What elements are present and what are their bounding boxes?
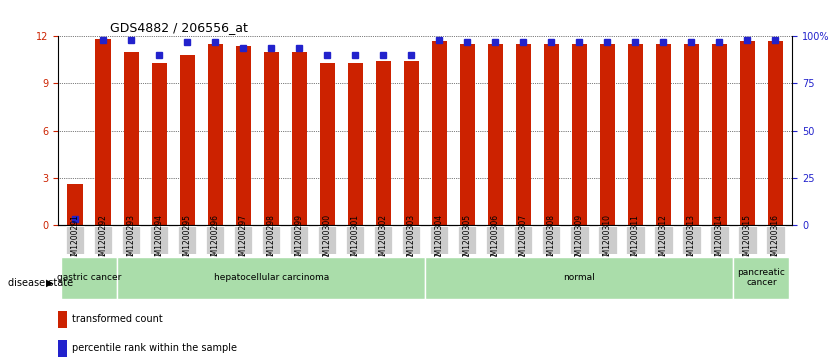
FancyBboxPatch shape [118, 257, 425, 299]
Bar [740, 41, 755, 225]
FancyBboxPatch shape [570, 226, 589, 254]
Bar [571, 44, 587, 225]
FancyBboxPatch shape [711, 226, 729, 254]
Bar [404, 61, 419, 225]
FancyBboxPatch shape [542, 226, 560, 254]
Bar [96, 40, 111, 225]
Text: hepatocellular carcinoma: hepatocellular carcinoma [214, 273, 329, 282]
Text: GSM1200301: GSM1200301 [351, 214, 359, 265]
FancyBboxPatch shape [290, 226, 309, 254]
Text: GSM1200313: GSM1200313 [687, 214, 696, 265]
Bar [292, 52, 307, 225]
FancyBboxPatch shape [626, 226, 645, 254]
Text: ▶: ▶ [46, 278, 53, 288]
Text: GSM1200306: GSM1200306 [491, 214, 500, 265]
Text: GSM1200295: GSM1200295 [183, 214, 192, 265]
FancyBboxPatch shape [738, 226, 756, 254]
Text: GSM1200315: GSM1200315 [743, 214, 752, 265]
Bar [123, 52, 139, 225]
FancyBboxPatch shape [766, 226, 785, 254]
FancyBboxPatch shape [486, 226, 505, 254]
Bar [58, 340, 68, 357]
Text: GSM1200294: GSM1200294 [155, 214, 163, 265]
FancyBboxPatch shape [61, 257, 118, 299]
FancyBboxPatch shape [94, 226, 113, 254]
Bar [460, 44, 475, 225]
Bar [208, 44, 223, 225]
FancyBboxPatch shape [402, 226, 420, 254]
Text: normal: normal [564, 273, 595, 282]
Text: GSM1200312: GSM1200312 [659, 214, 668, 265]
FancyBboxPatch shape [733, 257, 790, 299]
Bar [179, 55, 195, 225]
Text: GSM1200304: GSM1200304 [435, 214, 444, 265]
Bar [628, 44, 643, 225]
Text: GSM1200299: GSM1200299 [294, 214, 304, 265]
Text: GSM1200296: GSM1200296 [211, 214, 219, 265]
Text: percentile rank within the sample: percentile rank within the sample [72, 343, 237, 354]
Bar [264, 52, 279, 225]
FancyBboxPatch shape [122, 226, 140, 254]
Text: GSM1200307: GSM1200307 [519, 214, 528, 265]
FancyBboxPatch shape [66, 226, 84, 254]
FancyBboxPatch shape [425, 257, 733, 299]
FancyBboxPatch shape [598, 226, 616, 254]
Text: gastric cancer: gastric cancer [57, 273, 122, 282]
Text: GSM1200310: GSM1200310 [603, 214, 612, 265]
Bar [235, 46, 251, 225]
Bar [544, 44, 559, 225]
Text: GSM1200305: GSM1200305 [463, 214, 472, 265]
Bar [515, 44, 531, 225]
Bar [711, 44, 727, 225]
FancyBboxPatch shape [319, 226, 336, 254]
Bar [684, 44, 699, 225]
Text: GSM1200297: GSM1200297 [239, 214, 248, 265]
FancyBboxPatch shape [682, 226, 701, 254]
Bar [375, 61, 391, 225]
Text: GSM1200314: GSM1200314 [715, 214, 724, 265]
Text: disease state: disease state [8, 278, 73, 288]
Bar [68, 184, 83, 225]
Text: GSM1200308: GSM1200308 [547, 214, 556, 265]
Text: pancreatic
cancer: pancreatic cancer [737, 268, 786, 287]
Text: GSM1200298: GSM1200298 [267, 214, 276, 265]
Bar [432, 41, 447, 225]
Text: GDS4882 / 206556_at: GDS4882 / 206556_at [110, 21, 248, 34]
FancyBboxPatch shape [262, 226, 280, 254]
FancyBboxPatch shape [150, 226, 168, 254]
FancyBboxPatch shape [430, 226, 449, 254]
Bar [152, 63, 167, 225]
Bar [488, 44, 503, 225]
FancyBboxPatch shape [234, 226, 253, 254]
Text: GSM1200293: GSM1200293 [127, 214, 136, 265]
FancyBboxPatch shape [515, 226, 532, 254]
FancyBboxPatch shape [206, 226, 224, 254]
Bar [348, 63, 363, 225]
FancyBboxPatch shape [655, 226, 672, 254]
Text: GSM1200300: GSM1200300 [323, 214, 332, 265]
FancyBboxPatch shape [458, 226, 476, 254]
Bar [768, 41, 783, 225]
Text: GSM1200303: GSM1200303 [407, 214, 416, 265]
Text: GSM1200292: GSM1200292 [98, 214, 108, 265]
FancyBboxPatch shape [178, 226, 196, 254]
FancyBboxPatch shape [346, 226, 364, 254]
Text: transformed count: transformed count [72, 314, 163, 325]
Text: GSM1200311: GSM1200311 [631, 214, 640, 265]
Bar [656, 44, 671, 225]
Text: GSM1200316: GSM1200316 [771, 214, 780, 265]
Bar [319, 63, 335, 225]
FancyBboxPatch shape [374, 226, 393, 254]
Text: GSM1200302: GSM1200302 [379, 214, 388, 265]
Bar [600, 44, 615, 225]
Text: GSM1200309: GSM1200309 [575, 214, 584, 265]
Text: GSM1200291: GSM1200291 [71, 214, 80, 265]
Bar [58, 311, 68, 328]
